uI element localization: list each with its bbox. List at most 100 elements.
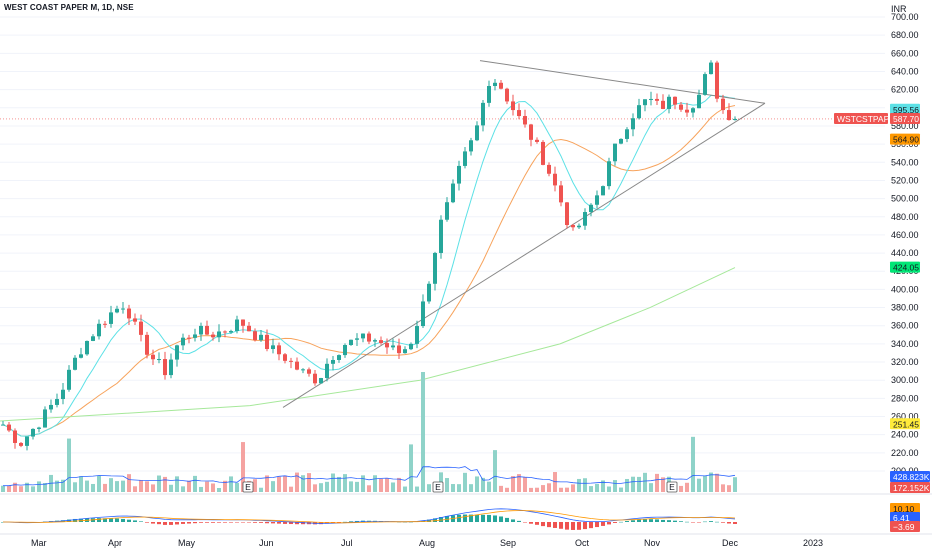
candle-body — [583, 212, 587, 226]
trendline-resistance — [479, 60, 766, 104]
volume-bar — [451, 484, 455, 492]
candle-body — [685, 109, 689, 113]
macd-histogram-bar — [73, 518, 77, 522]
macd-histogram-bar — [103, 518, 107, 522]
candle-body — [475, 125, 479, 141]
price-tick-label: 540.00 — [891, 157, 919, 167]
candle-body — [637, 105, 641, 119]
macd-histogram-bar — [145, 522, 149, 523]
candle-body — [715, 62, 719, 99]
volume-bar — [385, 478, 389, 492]
candle-body — [577, 225, 581, 228]
candle-body — [325, 363, 329, 379]
macd-histogram-bar — [133, 520, 137, 522]
macd-histogram-bar — [493, 515, 497, 522]
volume-bar — [175, 476, 179, 492]
candle-body — [211, 334, 215, 338]
volume-bar — [145, 481, 149, 492]
volume-ma-badge: 428.823K — [893, 472, 930, 482]
time-tick-label: Apr — [108, 538, 122, 548]
macd-histogram-bar — [619, 521, 623, 523]
candle-body — [103, 323, 107, 325]
volume-bar — [259, 487, 263, 492]
candle-body — [109, 312, 113, 324]
macd-histogram-bar — [121, 518, 125, 522]
earnings-marker — [242, 481, 254, 493]
time-tick-label: Dec — [722, 538, 739, 548]
price-tick-label: 640.00 — [891, 66, 919, 76]
volume-bar — [271, 481, 275, 492]
candle-body — [607, 161, 611, 187]
macd-histogram-bar — [643, 519, 647, 522]
candle-body — [469, 140, 473, 152]
volume-bar — [313, 484, 317, 492]
macd-histogram-bar — [427, 519, 431, 522]
candle-body — [493, 82, 497, 87]
candle-body — [289, 360, 293, 362]
volume-bar — [223, 480, 227, 492]
price-tick-label: 320.00 — [891, 357, 919, 367]
candle-body — [277, 345, 281, 355]
earnings-label: E — [435, 482, 441, 492]
volume-bar — [295, 472, 299, 492]
time-tick-label: May — [178, 538, 196, 548]
volume-bar — [649, 483, 653, 492]
volume-bar — [289, 486, 293, 492]
macd-histogram-bar — [703, 521, 707, 523]
macd-histogram-bar — [529, 522, 533, 524]
macd-histogram-bar — [67, 519, 71, 522]
volume-bar — [499, 485, 503, 492]
candle-body — [241, 319, 245, 326]
candle-body — [679, 104, 683, 110]
macd-histogram-bar — [439, 517, 443, 522]
candle-body — [253, 331, 257, 341]
candle-body — [55, 399, 59, 405]
volume-bar — [589, 486, 593, 492]
volume-bar — [115, 481, 119, 492]
candle-body — [391, 345, 395, 348]
macd-histogram-bar — [97, 518, 101, 522]
candle-body — [7, 424, 11, 431]
candle-body — [133, 318, 137, 322]
volume-bar — [103, 483, 107, 492]
macd-histogram-bar — [289, 522, 293, 525]
candle-body — [727, 110, 731, 121]
price-tick-label: 220.00 — [891, 448, 919, 458]
candle-body — [223, 331, 227, 333]
candle-body — [229, 331, 233, 333]
time-tick-label: Oct — [575, 538, 590, 548]
volume-bar — [43, 483, 47, 492]
volume-bar — [679, 485, 683, 492]
candle-body — [559, 185, 563, 203]
candle-body — [463, 151, 467, 166]
candle-body — [73, 357, 77, 370]
volume-bar — [715, 473, 719, 492]
macd-histogram-bar — [127, 519, 131, 522]
ma20-line — [2, 94, 736, 437]
candle-body — [199, 325, 203, 335]
macd-histogram-bar — [607, 522, 611, 525]
ma200-badge: 424.05 — [893, 263, 919, 273]
volume-bar — [445, 478, 449, 492]
last-price-badge: 587.70 — [893, 114, 919, 124]
ma20-badge-bg — [890, 103, 920, 115]
volume-bar — [253, 479, 257, 492]
volume-bar — [481, 477, 485, 492]
candle-body — [319, 378, 323, 384]
volume-bar — [283, 475, 287, 492]
macd-histogram-bar — [463, 514, 467, 522]
currency-label: INR — [891, 4, 907, 14]
macd-histogram-bar — [445, 515, 449, 522]
volume-bar — [517, 474, 521, 492]
volume-bar — [463, 472, 467, 492]
macd-histogram-bar — [661, 519, 665, 522]
volume-bar — [25, 482, 29, 492]
macd-histogram-bar — [481, 514, 485, 522]
macd-histogram-bar — [667, 520, 671, 522]
volume-bar — [685, 482, 689, 492]
volume-bar — [373, 475, 377, 492]
volume-bar — [625, 478, 629, 492]
macd-histogram-bar — [685, 521, 689, 523]
volume-bar — [661, 477, 665, 492]
